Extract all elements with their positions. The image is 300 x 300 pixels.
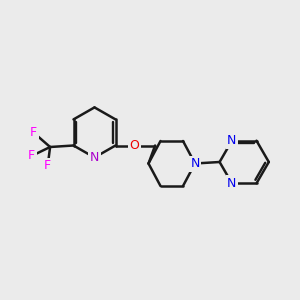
Text: F: F [28, 149, 35, 163]
Text: N: N [227, 134, 237, 147]
Text: F: F [44, 159, 51, 172]
Text: O: O [129, 139, 139, 152]
Text: N: N [227, 177, 237, 190]
Text: N: N [190, 157, 200, 170]
Text: N: N [90, 151, 99, 164]
Text: F: F [30, 126, 37, 139]
